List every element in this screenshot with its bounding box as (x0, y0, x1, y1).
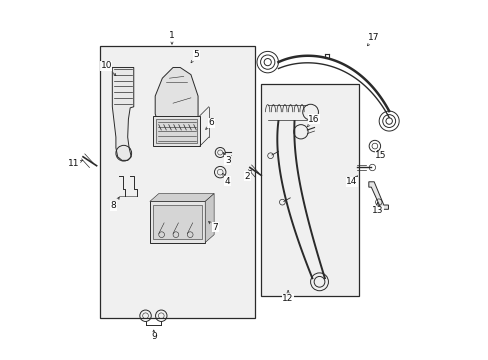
Bar (100, 46, 255, 318)
Text: 2: 2 (244, 170, 251, 181)
Text: 12: 12 (282, 291, 293, 303)
Text: 7: 7 (208, 222, 218, 231)
Bar (260, 84, 358, 296)
Text: 11: 11 (68, 159, 82, 168)
Text: 6: 6 (205, 118, 214, 129)
Text: 14: 14 (346, 176, 357, 186)
Polygon shape (368, 182, 387, 209)
Text: 3: 3 (223, 153, 230, 165)
Text: 5: 5 (191, 50, 199, 63)
Text: 13: 13 (371, 203, 383, 215)
Text: 1: 1 (169, 31, 175, 44)
Polygon shape (155, 67, 198, 125)
Bar (153, 116, 200, 146)
Bar (153, 205, 201, 239)
Bar (156, 118, 197, 143)
Text: 16: 16 (307, 115, 319, 127)
Text: 8: 8 (110, 197, 119, 210)
Text: 9: 9 (151, 330, 156, 341)
Polygon shape (149, 194, 214, 202)
Text: 17: 17 (366, 33, 379, 46)
Polygon shape (205, 194, 214, 243)
Text: 4: 4 (223, 174, 230, 185)
Polygon shape (112, 67, 134, 160)
Text: 15: 15 (374, 151, 386, 160)
Bar (149, 202, 205, 243)
Text: 10: 10 (101, 61, 116, 76)
